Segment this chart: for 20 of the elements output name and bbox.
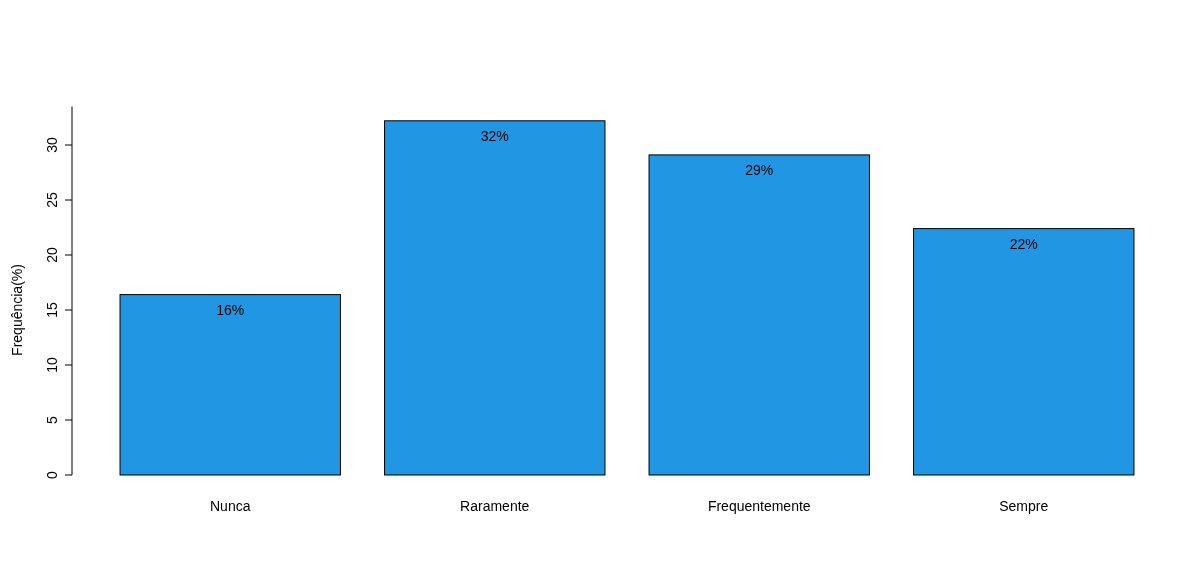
y-tick-label: 0 xyxy=(44,470,60,479)
x-tick-label: Frequentemente xyxy=(707,498,811,514)
y-tick-label: 10 xyxy=(44,357,60,373)
y-tick-label: 30 xyxy=(44,137,60,153)
x-tick-label: Nunca xyxy=(210,498,251,514)
bar xyxy=(648,154,870,476)
data-label: 16% xyxy=(216,301,245,318)
x-tick-label: Raramente xyxy=(460,498,530,514)
y-axis-title: Frequência(%) xyxy=(9,264,25,356)
data-label: 22% xyxy=(1009,235,1038,252)
y-tick-label: 15 xyxy=(44,302,60,318)
data-label: 29% xyxy=(745,161,774,178)
bar xyxy=(119,294,341,476)
y-tick-label: 25 xyxy=(44,192,60,208)
y-tick-label: 5 xyxy=(44,415,60,424)
bar xyxy=(913,228,1135,476)
bar xyxy=(384,120,606,476)
y-tick-label: 20 xyxy=(44,247,60,263)
data-label: 32% xyxy=(480,127,509,144)
x-tick-label: Sempre xyxy=(999,498,1049,514)
